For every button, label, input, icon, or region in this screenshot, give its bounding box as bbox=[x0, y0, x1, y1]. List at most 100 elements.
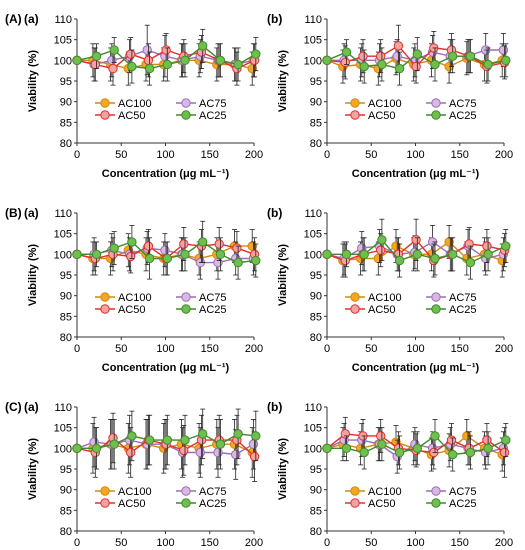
data-point bbox=[430, 253, 440, 264]
chart-panel-6: (b)80859095100105110050100150200Concentr… bbox=[267, 400, 513, 549]
y-tick-label: 80 bbox=[310, 526, 322, 538]
legend-marker bbox=[181, 498, 191, 508]
series-ac25 bbox=[322, 418, 511, 472]
y-tick-label: 110 bbox=[304, 208, 322, 220]
legend-item-ac25: AC25 bbox=[176, 304, 227, 316]
y-tick-label: 95 bbox=[310, 76, 322, 88]
data-point bbox=[377, 235, 387, 245]
data-point bbox=[144, 435, 155, 445]
y-axis-title: Viability (%) bbox=[277, 50, 289, 112]
legend-label: AC50 bbox=[118, 304, 146, 316]
group-label: (C) bbox=[5, 400, 22, 414]
x-tick-label: 200 bbox=[495, 537, 513, 549]
data-point bbox=[446, 435, 457, 445]
x-tick-label: 100 bbox=[406, 343, 424, 355]
legend-label: AC50 bbox=[368, 498, 396, 510]
y-tick-label: 90 bbox=[310, 485, 322, 497]
legend-label: AC100 bbox=[368, 486, 402, 498]
data-point bbox=[430, 59, 440, 70]
x-tick-label: 50 bbox=[365, 149, 377, 161]
data-point bbox=[247, 63, 257, 74]
data-point bbox=[91, 443, 102, 454]
data-point bbox=[109, 243, 119, 253]
y-tick-label: 110 bbox=[54, 402, 72, 414]
data-point bbox=[127, 61, 137, 72]
y-tick-label: 110 bbox=[304, 402, 322, 414]
legend-label: AC50 bbox=[368, 110, 396, 122]
legend-item-ac50: AC50 bbox=[95, 110, 146, 122]
data-point bbox=[482, 435, 492, 445]
legend-marker bbox=[431, 98, 441, 108]
legend-label: AC100 bbox=[118, 292, 152, 304]
legend-item-ac50: AC50 bbox=[95, 304, 146, 316]
data-point bbox=[394, 255, 405, 266]
data-point bbox=[107, 55, 117, 66]
x-tick-label: 50 bbox=[365, 537, 377, 549]
data-point bbox=[391, 241, 401, 251]
legend-label: AC100 bbox=[368, 98, 402, 110]
data-point bbox=[109, 45, 119, 55]
legend-label: AC75 bbox=[449, 98, 477, 110]
data-point bbox=[483, 59, 493, 70]
y-tick-label: 105 bbox=[304, 35, 322, 47]
legend-label: AC25 bbox=[199, 304, 227, 316]
y-tick-label: 105 bbox=[54, 229, 72, 241]
data-point bbox=[215, 439, 226, 449]
y-tick-label: 90 bbox=[310, 291, 322, 303]
y-axis-title: Viability (%) bbox=[27, 438, 39, 500]
y-tick-label: 90 bbox=[60, 97, 72, 109]
series-ac25 bbox=[72, 408, 261, 470]
data-point bbox=[160, 245, 170, 255]
y-tick-label: 95 bbox=[310, 464, 322, 476]
data-point bbox=[213, 447, 223, 458]
legend-label: AC25 bbox=[449, 304, 477, 316]
data-point bbox=[126, 49, 136, 59]
data-point bbox=[483, 249, 493, 260]
legend-label: AC100 bbox=[118, 486, 152, 498]
x-tick-label: 150 bbox=[451, 343, 469, 355]
data-point bbox=[91, 249, 102, 260]
y-tick-label: 90 bbox=[310, 97, 322, 109]
legend-item-ac25: AC25 bbox=[426, 304, 477, 316]
panel-label: (a) bbox=[24, 206, 39, 220]
data-point bbox=[377, 59, 387, 70]
data-point bbox=[109, 439, 119, 449]
legend-item-ac50: AC50 bbox=[345, 304, 396, 316]
legend-marker bbox=[181, 292, 191, 302]
data-point bbox=[127, 431, 137, 441]
legend-item-ac25: AC25 bbox=[176, 498, 227, 510]
legend-label: AC50 bbox=[118, 110, 146, 122]
x-axis-title: Concentration (μg mL⁻¹) bbox=[102, 168, 230, 180]
group-label: (B) bbox=[5, 206, 22, 220]
legend-label: AC25 bbox=[449, 110, 477, 122]
data-point bbox=[248, 439, 259, 449]
panel-label: (b) bbox=[267, 400, 282, 414]
x-tick-label: 100 bbox=[406, 537, 424, 549]
x-tick-label: 50 bbox=[115, 537, 127, 549]
series-ac50 bbox=[322, 218, 510, 278]
y-tick-label: 100 bbox=[54, 249, 72, 261]
x-tick-label: 50 bbox=[115, 343, 127, 355]
legend-label: AC100 bbox=[368, 292, 402, 304]
legend-item-ac50: AC50 bbox=[345, 110, 396, 122]
legend-item-ac75: AC75 bbox=[176, 486, 227, 498]
data-point bbox=[249, 451, 260, 462]
y-tick-label: 110 bbox=[54, 208, 72, 220]
x-axis-title: Concentration (μg mL⁻¹) bbox=[352, 362, 480, 374]
legend-marker bbox=[350, 98, 360, 108]
data-point bbox=[448, 249, 458, 260]
data-point bbox=[373, 253, 383, 264]
y-tick-label: 95 bbox=[60, 464, 72, 476]
y-tick-label: 85 bbox=[310, 117, 322, 129]
data-point bbox=[465, 257, 476, 268]
y-tick-label: 100 bbox=[304, 443, 322, 455]
legend-item-ac100: AC100 bbox=[345, 486, 402, 498]
legend-marker bbox=[350, 304, 360, 314]
panel-label: (a) bbox=[24, 400, 39, 414]
x-tick-label: 150 bbox=[451, 537, 469, 549]
y-tick-label: 80 bbox=[60, 526, 72, 538]
legend-marker bbox=[350, 110, 360, 120]
data-point bbox=[215, 249, 226, 260]
data-point bbox=[358, 51, 368, 61]
x-tick-label: 100 bbox=[156, 149, 174, 161]
